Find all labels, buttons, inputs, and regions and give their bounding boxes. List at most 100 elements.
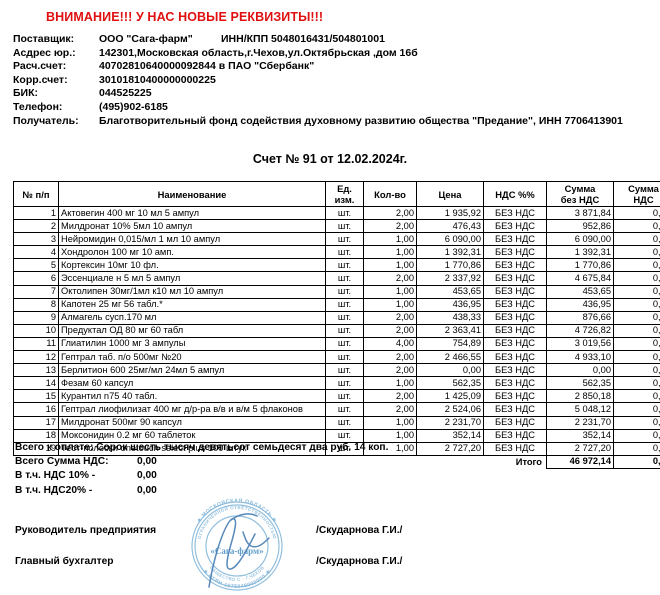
company-seal-stamp: ★ МОСКОВСКАЯ ОБЛАСТЬ ★ ★ ОГРН 1075048000… [183,492,291,595]
requisite-receiver: Получатель: Благотворительный фонд содейс… [13,115,623,129]
cell-vat-percent: БЕЗ НДС [483,350,547,365]
cell-unit: шт. [325,284,364,299]
cell-qty: 2,00 [363,219,417,234]
table-row: 6 Эссенциале н 5 мл 5 ампул шт. 2,00 2 337,9… [13,271,660,286]
cell-sum-vat: 0,00 [613,258,660,273]
cell-qty: 1,00 [363,441,417,456]
cell-qty: 4,00 [363,336,417,352]
cell-sum-vat: 0,00 [613,376,660,391]
cell-name: Курантил n75 40 табл. [58,389,326,404]
cell-vat-percent: БЕЗ НДС [483,284,547,299]
cell-price: 453,65 [416,284,484,299]
cell-price: 2 363,41 [416,323,484,338]
cell-sum-no-vat: 2 231,70 [546,415,614,430]
cell-price: 2 337,92 [416,271,484,286]
cell-qty: 1,00 [363,245,417,260]
account-value: 40702810640000092844 в ПАО "Сбербанк" [99,60,315,73]
cell-name: Хондролон 100 мг 10 амп. [58,245,326,260]
cell-name: Фезам 60 капсул [58,376,326,391]
vat10-line: В т.ч. НДС 10% - 0,00 [15,469,388,483]
items-table-head: № п/п Наименование Ед. изм. Кол-во Цена … [13,181,660,207]
vat10-label: В т.ч. НДС 10% - [15,470,96,482]
cell-unit: шт. [325,245,364,260]
cell-unit: шт. [325,415,364,430]
cell-qty: 2,00 [363,205,417,221]
table-row: 9 Алмагель сусп.170 мл шт. 2,00 438,33 БЕЗ НД… [13,310,660,325]
cell-num: 4 [13,245,59,260]
cell-vat-percent: БЕЗ НДС [483,441,547,456]
cell-num: 11 [13,336,59,352]
total-due-line: Всего к оплате: Сорок шесть тысяч девять… [15,442,389,453]
cell-num: 10 [13,323,59,338]
cell-qty: 1,00 [363,376,417,391]
vat-total-value: 0,00 [137,456,157,468]
cell-qty: 1,00 [363,232,417,247]
header-sum-vat: Сумма НДС [613,181,660,207]
cell-price: 1 770,86 [416,258,484,273]
cell-price: 436,95 [416,297,484,312]
cell-vat-percent: БЕЗ НДС [483,245,547,260]
vat20-label: В т.ч. НДС20% - [15,484,93,496]
cell-sum-vat: 0,00 [613,323,660,338]
seal-ring-top-text: ОГРАНИЧЕННОЙ ОТВЕТСТВЕННОСТЬЮ [197,505,278,540]
cell-sum-no-vat: 436,95 [546,297,614,312]
bik-value: 044525225 [99,87,152,100]
cell-sum-vat: 0,00 [613,245,660,260]
total-label: Итого [515,456,542,467]
total-blank-price [417,455,484,468]
cell-sum-vat: 0,00 [613,310,660,325]
header-num: № п/п [13,181,59,207]
cell-vat-percent: БЕЗ НДС [483,219,547,234]
cell-sum-vat: 0,00 [613,415,660,430]
cell-price: 0,00 [416,363,484,378]
supplier-value: ООО "Сага-фарм" [99,33,193,45]
cell-price: 352,14 [416,428,484,443]
cell-name: Алмагель сусп.170 мл [58,310,326,325]
requisite-supplier: Поставщик: ООО "Сага-фарм" ИНН/КПП 5048016… [13,33,623,47]
cell-price: 2 231,70 [416,415,484,430]
cell-sum-no-vat: 5 048,12 [546,402,614,417]
cell-vat-percent: БЕЗ НДС [483,271,547,286]
cell-vat-percent: БЕЗ НДС [483,428,547,443]
cell-sum-vat: 0,00 [613,232,660,247]
requisite-account: Расч.счет: 40702810640000092844 в ПАО "Сб… [13,60,623,74]
cell-num: 6 [13,271,59,286]
cell-name: Актовегин 400 мг 10 мл 5 ампул [58,205,326,221]
phone-label: Телефон: [13,100,63,113]
header-sum-vat-line1: Сумма [628,183,659,194]
cell-price: 476,43 [416,219,484,234]
cell-sum-no-vat: 952,86 [546,219,614,234]
director-label: Руководитель предприятия [15,525,157,536]
accountant-name: /Скударнова Г.И./ [316,556,403,567]
cell-name: Берлитион 600 25мг/мл 24мл 5 ампул [58,363,326,378]
requisite-phone: Телефон: (495)902-6185 [13,101,623,115]
table-row: 15 Курантил n75 40 табл. шт. 2,00 1 425,09 БЕ… [13,389,660,404]
cell-sum-no-vat: 1 392,31 [546,245,614,260]
cell-vat-percent: БЕЗ НДС [483,376,547,391]
cell-unit: шт. [325,350,364,365]
bik-label: БИК: [13,87,38,100]
cell-name: Кортексин 10мг 10 фл. [58,258,326,273]
cell-num: 13 [13,363,59,378]
cell-qty: 2,00 [363,402,417,417]
cell-price: 1 392,31 [416,245,484,260]
cell-sum-no-vat: 2 850,18 [546,389,614,404]
receiver-value: Благотворительный фонд содействия духовн… [99,114,623,127]
table-row: 3 Нейромидин 0,015/мл 1 мл 10 ампул шт. 1,0… [13,232,660,247]
cell-sum-no-vat: 453,65 [546,284,614,299]
cell-num: 7 [13,284,59,299]
total-sum-vat: 0,00 [613,454,660,469]
cell-vat-percent: БЕЗ НДС [483,336,547,352]
vat20-value: 0,00 [137,484,157,496]
table-row: 17 Милдронат 500мг 90 капсул шт. 1,00 2 231,… [13,415,660,430]
cell-qty: 1,00 [363,297,417,312]
cell-num: 8 [13,297,59,312]
header-price: Цена [416,181,484,207]
cell-unit: шт. [325,232,364,247]
cell-sum-no-vat: 3 871,84 [546,205,614,221]
corr-account-value: 30101810400000000225 [99,73,216,86]
cell-name: Октолипен 30мг/1мл к10 мл 10 ампул [58,284,326,299]
cell-qty: 2,00 [363,323,417,338]
handwritten-signature [208,513,270,588]
cell-sum-no-vat: 562,35 [546,376,614,391]
